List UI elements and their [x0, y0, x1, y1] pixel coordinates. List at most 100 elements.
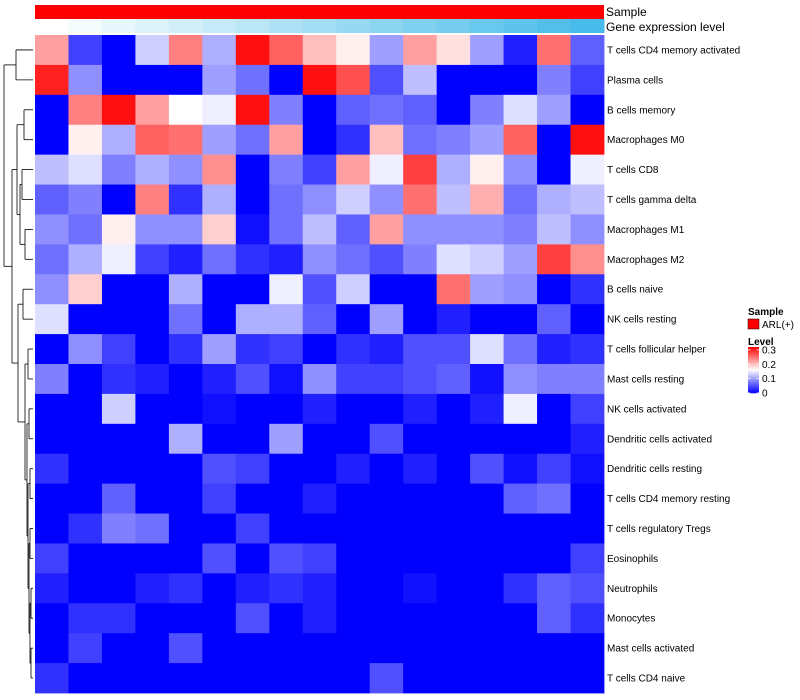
heatmap-cell	[336, 334, 371, 365]
heatmap-cell	[168, 603, 203, 634]
heatmap-cell	[168, 274, 203, 305]
heatmap-cell	[436, 364, 471, 395]
heatmap-cell	[68, 214, 103, 245]
heatmap-cell	[135, 483, 170, 514]
heatmap-cell	[336, 154, 371, 185]
heatmap-cell	[35, 453, 69, 485]
heatmap-cell	[235, 244, 270, 275]
heatmap-cell	[436, 94, 471, 126]
heatmap-cell	[403, 244, 438, 275]
heatmap-cell	[235, 304, 270, 335]
legend-gradient-step	[748, 387, 759, 389]
heatmap-cell	[403, 513, 438, 544]
heatmap-cell	[68, 423, 103, 455]
heatmap-cell	[369, 573, 404, 604]
heatmap-cell	[269, 64, 304, 96]
heatmap-cell	[470, 573, 504, 604]
row-label: Macrophages M2	[607, 255, 685, 266]
heatmap-cell	[302, 274, 337, 305]
heatmap-cell	[403, 364, 438, 395]
legend-gradient-step	[748, 369, 759, 371]
heatmap-cell	[403, 423, 438, 455]
heatmap-cell	[35, 94, 69, 126]
row-label: Dendritic cells activated	[607, 434, 712, 445]
heatmap-cell	[35, 214, 69, 245]
legend-gradient-step	[748, 386, 759, 388]
gene-expression-annotation-cell	[68, 19, 103, 33]
legend-gradient-step	[748, 374, 759, 376]
heatmap-cell	[235, 603, 270, 634]
heatmap-cell	[302, 124, 337, 156]
heatmap-cell	[336, 35, 371, 66]
legend-gradient-step	[748, 372, 759, 374]
heatmap-cell	[35, 244, 69, 275]
heatmap-cell	[168, 364, 203, 395]
heatmap-cell	[68, 603, 103, 634]
legend-gradient-step	[748, 368, 759, 370]
heatmap-cell	[336, 423, 371, 455]
heatmap-cell	[570, 154, 605, 185]
heatmap-cell	[202, 304, 237, 335]
heatmap-cell	[470, 393, 504, 425]
gene-expression-annotation-cell	[503, 19, 538, 33]
heatmap-cell	[168, 334, 203, 365]
heatmap-cell	[235, 334, 270, 365]
legend-gradient-step	[748, 381, 759, 383]
heatmap-cell	[302, 603, 337, 634]
heatmap-cell	[403, 543, 438, 574]
heatmap-cell	[570, 274, 605, 305]
heatmap-cell	[570, 543, 605, 574]
heatmap-cell	[68, 94, 103, 126]
heatmap-cell	[503, 633, 538, 664]
heatmap-cell	[369, 64, 404, 96]
heatmap-cell	[168, 35, 203, 66]
heatmap-cell	[202, 64, 237, 96]
heatmap-cell	[35, 364, 69, 395]
heatmap-cell	[403, 453, 438, 485]
heatmap-cell	[101, 64, 136, 96]
heatmap-cell	[202, 483, 237, 514]
heatmap-cell	[35, 633, 69, 664]
heatmap-cell	[269, 364, 304, 395]
row-label: Mast cells resting	[607, 374, 684, 385]
legend-gradient-step	[748, 366, 759, 368]
heatmap-cell	[302, 334, 337, 365]
heatmap-cell	[302, 154, 337, 185]
heatmap-cell	[269, 334, 304, 365]
heatmap-cell	[503, 94, 538, 126]
heatmap-cell	[470, 423, 504, 455]
gene-expression-annotation-cell	[470, 19, 505, 33]
row-label: Eosinophils	[607, 554, 658, 565]
heatmap-cell	[436, 64, 471, 96]
row-label: Dendritic cells resting	[607, 464, 702, 475]
legend-gradient-step	[748, 380, 759, 382]
heatmap-cell	[235, 543, 270, 574]
heatmap-cell	[135, 274, 170, 305]
row-label: T cells CD4 memory activated	[607, 45, 740, 56]
legend-gradient-step	[748, 370, 759, 372]
heatmap-cell	[570, 64, 605, 96]
heatmap-cell	[135, 94, 170, 126]
heatmap-cell	[336, 543, 371, 574]
legend-gradient-step	[748, 350, 759, 352]
heatmap-cell	[135, 334, 170, 365]
heatmap-cell	[336, 513, 371, 544]
heatmap-cell	[168, 633, 203, 664]
heatmap-cell	[135, 543, 170, 574]
heatmap-cell	[503, 214, 538, 245]
heatmap-cell	[570, 513, 605, 544]
heatmap-cell	[403, 274, 438, 305]
heatmap-cell	[436, 513, 471, 544]
heatmap-cell	[235, 64, 270, 96]
heatmap-cell	[537, 124, 571, 156]
heatmap-cell	[570, 453, 605, 485]
heatmap-cell	[101, 154, 136, 185]
gene-expression-annotation-cell	[168, 19, 203, 33]
heatmap-cell	[403, 663, 438, 694]
row-label: T cells regulatory Tregs	[607, 524, 711, 535]
heatmap-cell	[202, 154, 237, 185]
heatmap-cell	[369, 543, 404, 574]
gene-expression-annotation-label: Gene expression level	[606, 20, 725, 34]
heatmap-cell	[537, 483, 571, 514]
heatmap-cell	[503, 35, 538, 66]
